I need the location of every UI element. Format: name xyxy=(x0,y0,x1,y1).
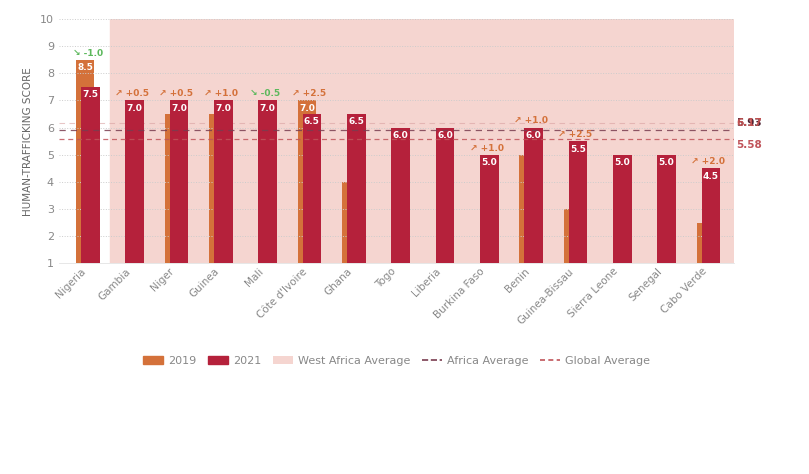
Text: ↗ +0.5: ↗ +0.5 xyxy=(115,89,149,98)
Bar xyxy=(564,209,582,264)
Text: 6.0: 6.0 xyxy=(437,131,453,140)
Text: ↗ +1.0: ↗ +1.0 xyxy=(470,144,504,153)
Bar xyxy=(125,100,144,264)
Text: ↗ +2.5: ↗ +2.5 xyxy=(292,89,327,98)
Text: 5.0: 5.0 xyxy=(659,158,675,167)
Text: ↗ +1.0: ↗ +1.0 xyxy=(514,117,548,126)
Text: 5.5: 5.5 xyxy=(570,145,586,154)
Bar xyxy=(519,155,538,264)
Text: 6.5: 6.5 xyxy=(349,118,364,127)
Bar xyxy=(480,155,498,264)
Text: 6.17: 6.17 xyxy=(736,118,762,128)
Bar xyxy=(569,141,587,264)
Text: 6.0: 6.0 xyxy=(392,131,409,140)
Bar xyxy=(76,60,95,264)
Bar xyxy=(342,182,361,264)
Text: 7.0: 7.0 xyxy=(299,104,315,113)
Text: 5.0: 5.0 xyxy=(481,158,498,167)
Bar xyxy=(658,155,676,264)
Y-axis label: HUMAN-TRAFFICKING SCORE: HUMAN-TRAFFICKING SCORE xyxy=(23,67,33,216)
Text: 5.0: 5.0 xyxy=(614,158,630,167)
Text: ↗ +2.5: ↗ +2.5 xyxy=(558,130,592,139)
Text: ↗ +2.0: ↗ +2.0 xyxy=(692,157,726,166)
Bar xyxy=(697,223,715,264)
Bar xyxy=(214,100,232,264)
Bar xyxy=(298,100,316,264)
Text: 6.5: 6.5 xyxy=(304,118,320,127)
Text: ↘ -1.0: ↘ -1.0 xyxy=(73,48,103,57)
Bar xyxy=(209,114,227,264)
Text: 7.5: 7.5 xyxy=(83,90,98,99)
Bar xyxy=(170,100,188,264)
Text: 8.5: 8.5 xyxy=(77,63,93,72)
Text: 7.0: 7.0 xyxy=(260,104,276,113)
Text: ↘ -0.5: ↘ -0.5 xyxy=(250,89,280,98)
Text: 7.0: 7.0 xyxy=(215,104,231,113)
Legend: 2019, 2021, West Africa Average, Africa Average, Global Average: 2019, 2021, West Africa Average, Africa … xyxy=(138,352,654,370)
Text: 7.0: 7.0 xyxy=(127,104,142,113)
Bar xyxy=(81,87,100,264)
Bar xyxy=(347,114,366,264)
Bar xyxy=(524,128,543,264)
Bar xyxy=(701,168,720,264)
Text: ↗ +0.5: ↗ +0.5 xyxy=(159,89,193,98)
Bar xyxy=(110,19,733,264)
Text: ↗ +1.0: ↗ +1.0 xyxy=(204,89,238,98)
Text: 6.0: 6.0 xyxy=(526,131,541,140)
Text: 7.0: 7.0 xyxy=(171,104,187,113)
Text: 5.93: 5.93 xyxy=(736,118,761,128)
Bar xyxy=(392,128,410,264)
Bar xyxy=(436,128,454,264)
Bar xyxy=(303,114,321,264)
Bar xyxy=(613,155,632,264)
Bar xyxy=(164,114,183,264)
Text: 5.58: 5.58 xyxy=(736,140,761,150)
Bar xyxy=(258,100,277,264)
Text: 4.5: 4.5 xyxy=(703,172,719,181)
